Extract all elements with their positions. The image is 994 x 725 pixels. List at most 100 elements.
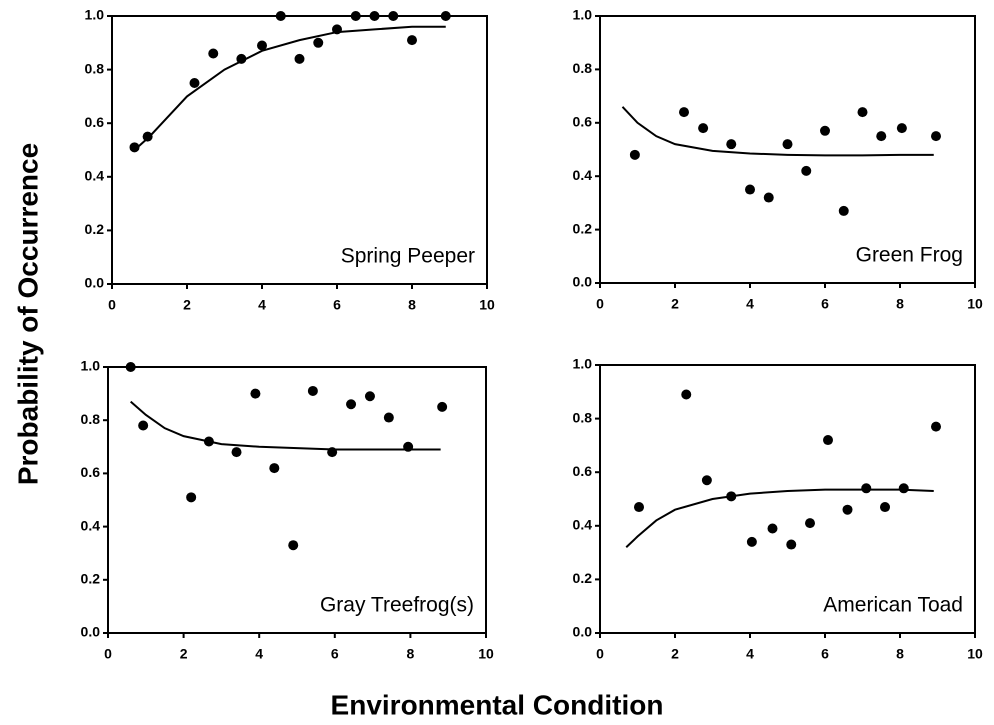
fit-curve: [133, 25, 446, 151]
y-tick-label: 1.0: [573, 7, 593, 23]
x-tick-label: 2: [183, 297, 191, 313]
x-tick-label: 4: [255, 646, 263, 662]
data-point: [801, 165, 812, 176]
y-axis-label: Probability of Occurrence: [12, 143, 43, 485]
data-point: [369, 11, 380, 21]
y-tick-label: 0.2: [573, 220, 593, 236]
x-tick-label: 4: [258, 297, 266, 313]
fit-curve: [130, 400, 441, 451]
data-point: [876, 131, 887, 142]
data-point: [763, 192, 774, 203]
y-tick-label: 0.6: [85, 114, 105, 130]
data-point: [142, 131, 153, 142]
y-tick-label: 0.4: [85, 168, 105, 184]
data-point: [437, 401, 448, 412]
plot-frame: [599, 364, 976, 634]
data-point: [294, 53, 305, 64]
y-tick-label: 1.0: [81, 358, 101, 374]
x-tick-label: 2: [671, 646, 679, 662]
x-tick-label: 10: [479, 297, 495, 313]
x-tick-label: 0: [596, 646, 604, 662]
data-point: [138, 420, 149, 431]
y-tick-label: 1.0: [85, 7, 105, 23]
x-tick-label: 0: [596, 296, 604, 312]
data-point: [857, 107, 868, 118]
data-point: [701, 475, 712, 486]
data-point: [275, 11, 286, 21]
data-point: [388, 11, 399, 21]
data-point: [269, 463, 280, 474]
x-axis-label: Environmental Condition: [331, 689, 664, 720]
y-tick-label: 0.8: [573, 60, 593, 76]
data-point: [125, 362, 136, 372]
panel-title: American Toad: [823, 594, 963, 617]
data-point: [208, 48, 219, 59]
y-tick-label: 0.0: [573, 624, 593, 640]
y-tick-label: 0.0: [573, 274, 593, 290]
data-point: [746, 536, 757, 547]
y-tick-label: 0.0: [85, 275, 105, 291]
x-tick-label: 6: [331, 646, 339, 662]
data-point: [896, 123, 907, 134]
x-tick-label: 4: [746, 646, 754, 662]
data-point: [634, 502, 644, 513]
data-point: [931, 131, 941, 142]
y-tick-label: 0.6: [81, 464, 101, 480]
data-point: [880, 502, 890, 513]
data-point: [838, 205, 849, 216]
x-tick-label: 6: [333, 297, 341, 313]
x-tick-label: 6: [821, 646, 829, 662]
panel-title: Green Frog: [856, 244, 963, 267]
data-point: [440, 11, 451, 21]
x-tick-label: 8: [407, 646, 415, 662]
data-point: [186, 492, 197, 503]
data-point: [786, 539, 797, 550]
y-tick-label: 0.0: [81, 624, 101, 640]
y-tick-label: 0.4: [573, 167, 593, 183]
data-point: [782, 139, 793, 150]
data-point: [820, 125, 830, 136]
fit-curve: [621, 106, 934, 157]
data-point: [931, 421, 941, 432]
plot-frame: [599, 15, 976, 284]
y-tick-label: 0.8: [573, 409, 593, 425]
data-point: [679, 107, 689, 118]
data-point: [257, 40, 267, 51]
data-point: [842, 504, 853, 515]
data-point: [629, 149, 640, 160]
fit-curve: [625, 488, 934, 548]
data-point: [129, 142, 140, 153]
y-tick-label: 1.0: [573, 356, 593, 372]
data-point: [313, 37, 324, 48]
y-tick-label: 0.6: [573, 114, 593, 130]
x-tick-label: 2: [180, 646, 188, 662]
y-tick-label: 0.2: [81, 571, 101, 587]
panel-title: Spring Peeper: [341, 245, 475, 268]
y-tick-label: 0.2: [573, 570, 593, 586]
x-tick-label: 6: [821, 296, 829, 312]
data-point: [346, 399, 357, 410]
x-tick-label: 10: [478, 646, 494, 662]
data-point: [307, 385, 318, 396]
data-point: [231, 447, 242, 458]
x-tick-label: 10: [967, 646, 983, 662]
data-point: [288, 540, 299, 551]
data-point: [861, 483, 872, 494]
data-point: [383, 412, 394, 423]
data-point: [698, 123, 709, 134]
data-point: [250, 388, 261, 399]
panel-title: Gray Treefrog(s): [320, 594, 474, 617]
x-tick-label: 8: [408, 297, 416, 313]
y-tick-label: 0.4: [573, 517, 593, 533]
data-point: [350, 11, 361, 21]
data-point: [898, 483, 909, 494]
data-point: [681, 389, 692, 400]
x-tick-label: 2: [671, 296, 679, 312]
x-tick-label: 8: [896, 296, 904, 312]
x-tick-label: 4: [746, 296, 754, 312]
x-tick-label: 10: [967, 296, 983, 312]
y-tick-label: 0.8: [81, 411, 101, 427]
data-point: [823, 435, 833, 446]
